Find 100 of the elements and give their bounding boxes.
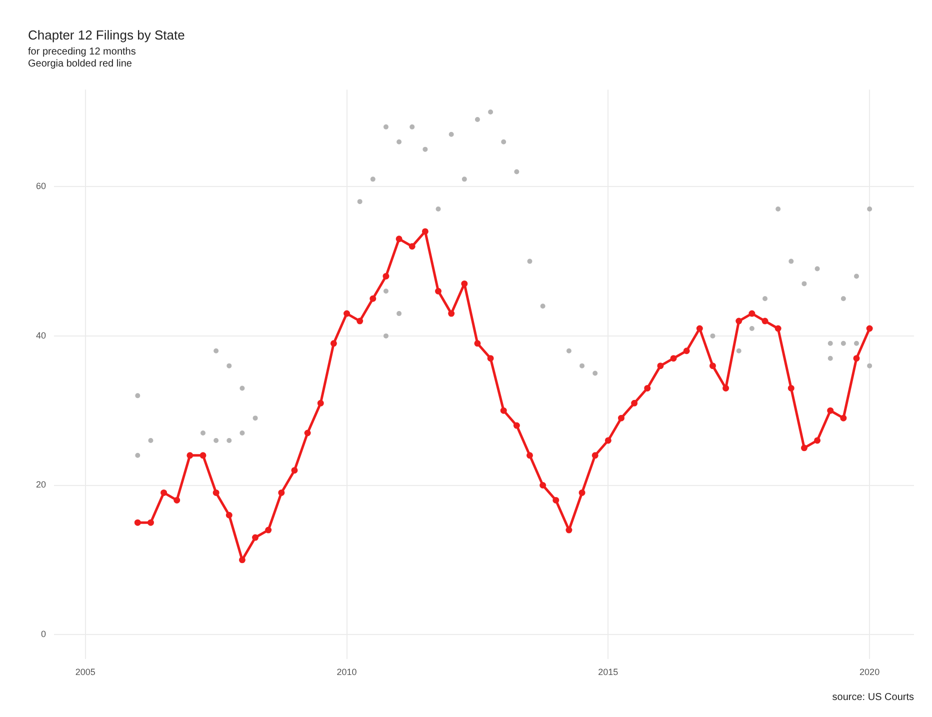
- point: [370, 295, 376, 302]
- point: [592, 452, 598, 459]
- point: [291, 467, 298, 474]
- point: [604, 437, 612, 444]
- point: [814, 266, 820, 272]
- point: [461, 280, 468, 287]
- point: [866, 325, 873, 332]
- point: [396, 139, 402, 144]
- point: [526, 452, 533, 459]
- point: [696, 325, 703, 332]
- point: [214, 438, 219, 443]
- point: [488, 109, 494, 114]
- point: [592, 370, 598, 376]
- point: [383, 288, 388, 294]
- point: [514, 169, 520, 174]
- y-tick-label: 40: [36, 330, 46, 340]
- point: [854, 274, 859, 279]
- point: [344, 310, 350, 317]
- point: [278, 489, 285, 496]
- point: [736, 348, 742, 354]
- point: [527, 258, 532, 264]
- point: [644, 384, 651, 392]
- x-tick-label: 2005: [75, 667, 96, 678]
- point: [670, 355, 677, 362]
- point: [840, 414, 847, 422]
- source-note: source: US Courts: [832, 692, 914, 703]
- point: [749, 326, 754, 331]
- point: [788, 258, 794, 264]
- point: [800, 444, 808, 452]
- point: [186, 452, 194, 459]
- point: [357, 199, 362, 204]
- point: [214, 348, 219, 354]
- point: [226, 438, 232, 443]
- point: [436, 206, 441, 212]
- point: [226, 363, 232, 368]
- point: [540, 482, 546, 489]
- point: [683, 348, 690, 354]
- point: [422, 146, 428, 152]
- x-tick-label: 2015: [598, 667, 618, 678]
- x-tick-label: 2020: [860, 667, 880, 678]
- point: [487, 355, 494, 362]
- point: [474, 340, 481, 347]
- point: [500, 407, 507, 414]
- point: [552, 496, 560, 504]
- point: [578, 489, 586, 496]
- point: [252, 534, 259, 541]
- point: [657, 362, 664, 370]
- point: [788, 384, 794, 392]
- point: [317, 400, 324, 406]
- point: [174, 496, 180, 504]
- point: [709, 362, 716, 370]
- point: [566, 348, 572, 354]
- point: [252, 416, 258, 421]
- point: [147, 519, 154, 526]
- point: [840, 296, 846, 302]
- point: [396, 236, 402, 242]
- point: [422, 228, 428, 235]
- point: [762, 318, 768, 324]
- point: [200, 452, 206, 459]
- point: [135, 452, 140, 458]
- point: [618, 414, 624, 422]
- point: [814, 437, 821, 444]
- point: [827, 407, 834, 414]
- point: [226, 512, 232, 518]
- point: [383, 333, 388, 338]
- point: [802, 281, 807, 286]
- point: [134, 519, 141, 526]
- point: [304, 430, 311, 436]
- point: [722, 384, 730, 392]
- y-tick-label: 20: [36, 480, 46, 490]
- point: [853, 355, 860, 362]
- point: [513, 422, 520, 429]
- point: [448, 132, 454, 137]
- point: [840, 340, 846, 346]
- point: [462, 176, 467, 182]
- point: [370, 176, 376, 182]
- point: [474, 116, 480, 122]
- y-tick-label: 0: [40, 629, 46, 640]
- x-tick-label: 2010: [336, 667, 357, 678]
- point: [828, 356, 833, 361]
- point: [736, 318, 742, 324]
- point: [408, 243, 416, 250]
- point: [540, 304, 546, 309]
- point: [867, 206, 872, 212]
- point: [148, 438, 154, 443]
- chart-title: Chapter 12 Filings by State: [28, 27, 185, 42]
- point: [580, 363, 585, 368]
- point: [382, 272, 390, 280]
- point: [356, 318, 364, 324]
- point: [238, 556, 246, 564]
- chart-subtitle: for preceding 12 months Georgia bolded red line: [28, 46, 136, 70]
- point: [265, 526, 272, 534]
- point: [396, 311, 402, 316]
- point: [828, 340, 833, 346]
- point: [240, 386, 245, 391]
- point: [240, 430, 245, 436]
- y-tick-label: 60: [36, 181, 46, 192]
- point: [448, 310, 455, 317]
- point: [776, 206, 781, 212]
- point: [200, 430, 206, 436]
